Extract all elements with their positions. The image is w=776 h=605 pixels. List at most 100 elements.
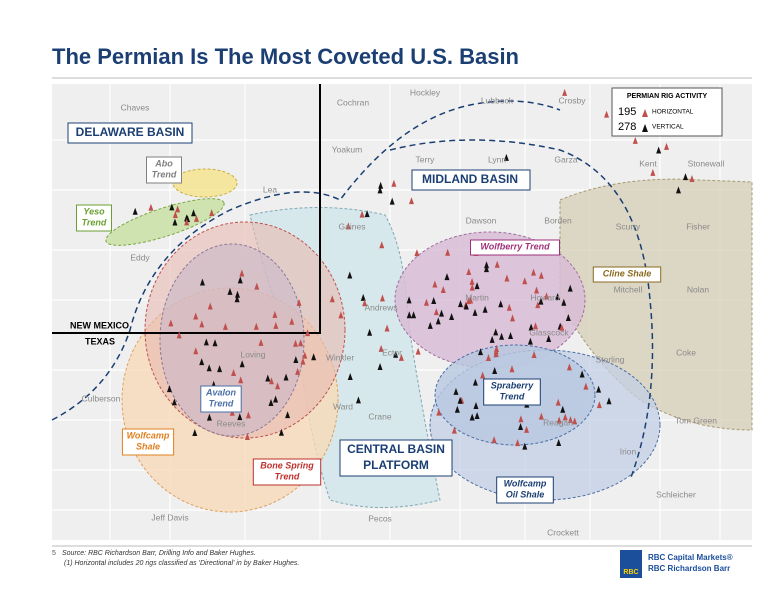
rig-icon — [433, 308, 439, 316]
rig-icon — [406, 311, 412, 319]
county-label: Fisher — [686, 221, 710, 231]
trend-label: Wolfberry Trend — [480, 241, 550, 251]
rig-icon — [234, 295, 240, 303]
rig-icon — [606, 397, 612, 405]
rig-icon — [176, 331, 182, 339]
county-label: Reeves — [217, 418, 246, 428]
rig-icon — [391, 179, 397, 187]
basin-box — [67, 122, 193, 144]
county-label: Borden — [544, 215, 572, 225]
trend-label: Trend — [209, 398, 234, 408]
rig-icon — [272, 310, 278, 318]
rig-icon — [378, 181, 384, 189]
rig-icon — [474, 412, 480, 420]
rig-icon — [239, 269, 245, 277]
county-label: Glasscock — [529, 327, 569, 337]
state-label: NEW MEXICO — [70, 320, 129, 330]
state-label: TEXAS — [85, 336, 115, 346]
rig-icon — [458, 300, 464, 308]
rig-icon — [300, 357, 306, 365]
rig-icon — [184, 218, 190, 226]
rig-icon — [268, 398, 274, 406]
county-label: Ward — [333, 401, 353, 411]
rig-icon — [273, 321, 279, 329]
trend-label: Wolfcamp — [504, 478, 547, 488]
rig-icon — [538, 412, 544, 420]
county-label: Pecos — [368, 513, 392, 523]
rig-icon — [509, 365, 515, 373]
rig-icon — [166, 385, 172, 393]
rig-icon — [453, 387, 459, 395]
rig-icon — [572, 417, 578, 425]
rig-icon — [506, 303, 512, 311]
rig-icon — [295, 367, 301, 375]
rig-icon — [415, 347, 421, 355]
county-label: Hockley — [410, 87, 441, 97]
basin-box — [411, 169, 531, 191]
rig-icon — [498, 300, 504, 308]
county-label: Garza — [554, 154, 577, 164]
footnote: (1) Horizontal includes 20 rigs classifi… — [64, 560, 299, 567]
rig-icon — [566, 363, 572, 371]
rig-icon — [132, 207, 138, 215]
rig-icon — [440, 285, 446, 293]
rig-icon — [199, 320, 205, 328]
rig-icon — [191, 209, 197, 217]
rig-icon — [463, 302, 469, 310]
rig-icon — [474, 282, 480, 290]
county-label: Eddy — [130, 252, 150, 262]
rig-icon — [596, 401, 602, 409]
rig-icon — [546, 335, 552, 343]
trend-box — [483, 378, 541, 406]
rig-icon — [531, 268, 537, 276]
rig-icon — [172, 218, 178, 226]
county-label: Irion — [620, 446, 637, 456]
county-label: Tom Green — [675, 415, 717, 425]
rig-icon — [503, 153, 509, 161]
rig-icon — [555, 292, 561, 300]
rig-icon — [217, 365, 223, 373]
rig-icon — [207, 302, 213, 310]
county-label: Mitchell — [614, 284, 643, 294]
rig-icon — [675, 186, 681, 194]
rig-icon — [528, 323, 534, 331]
rig-icon — [454, 405, 460, 413]
rig-icon — [524, 425, 530, 433]
rig-icon — [347, 271, 353, 279]
rig-icon — [377, 362, 383, 370]
county-label: Lynn — [488, 154, 506, 164]
rig-icon — [527, 337, 533, 345]
county-label: Nolan — [687, 284, 709, 294]
rig-icon — [449, 313, 455, 321]
rig-icon — [478, 348, 484, 356]
rig-icon — [193, 214, 199, 222]
trend-label: Trend — [275, 471, 300, 481]
county-label: Coke — [676, 347, 696, 357]
rig-icon — [206, 413, 212, 421]
trend-label: Spraberry — [491, 380, 535, 390]
rig-icon — [398, 353, 404, 361]
rig-icon — [560, 405, 566, 413]
county-label: Yoakum — [332, 144, 362, 154]
trend-label: Bone Spring — [260, 460, 314, 470]
rig-icon — [518, 415, 524, 423]
rig-icon — [285, 411, 291, 419]
rig-icon — [469, 283, 475, 291]
counties: Chaves Cochran Hockley Lubbock Crosby Yoakum T… — [82, 87, 725, 537]
legend-icon — [642, 109, 648, 117]
trend-label: Trend — [152, 169, 177, 179]
county-label: Winkler — [326, 352, 355, 362]
rig-icon — [329, 295, 335, 303]
basin-label: MIDLAND BASIN — [422, 172, 518, 186]
rig-icon — [435, 317, 441, 325]
rig-icon — [431, 297, 437, 305]
rig-icon — [535, 301, 541, 309]
rig-icon — [172, 210, 178, 218]
legend-label: VERTICAL — [652, 124, 684, 131]
rig-icon — [268, 377, 274, 385]
rig-icon — [427, 321, 433, 329]
rig-icon — [258, 338, 264, 346]
rig-icon — [457, 396, 463, 404]
rig-icon — [359, 210, 365, 218]
rig-icon — [254, 282, 260, 290]
